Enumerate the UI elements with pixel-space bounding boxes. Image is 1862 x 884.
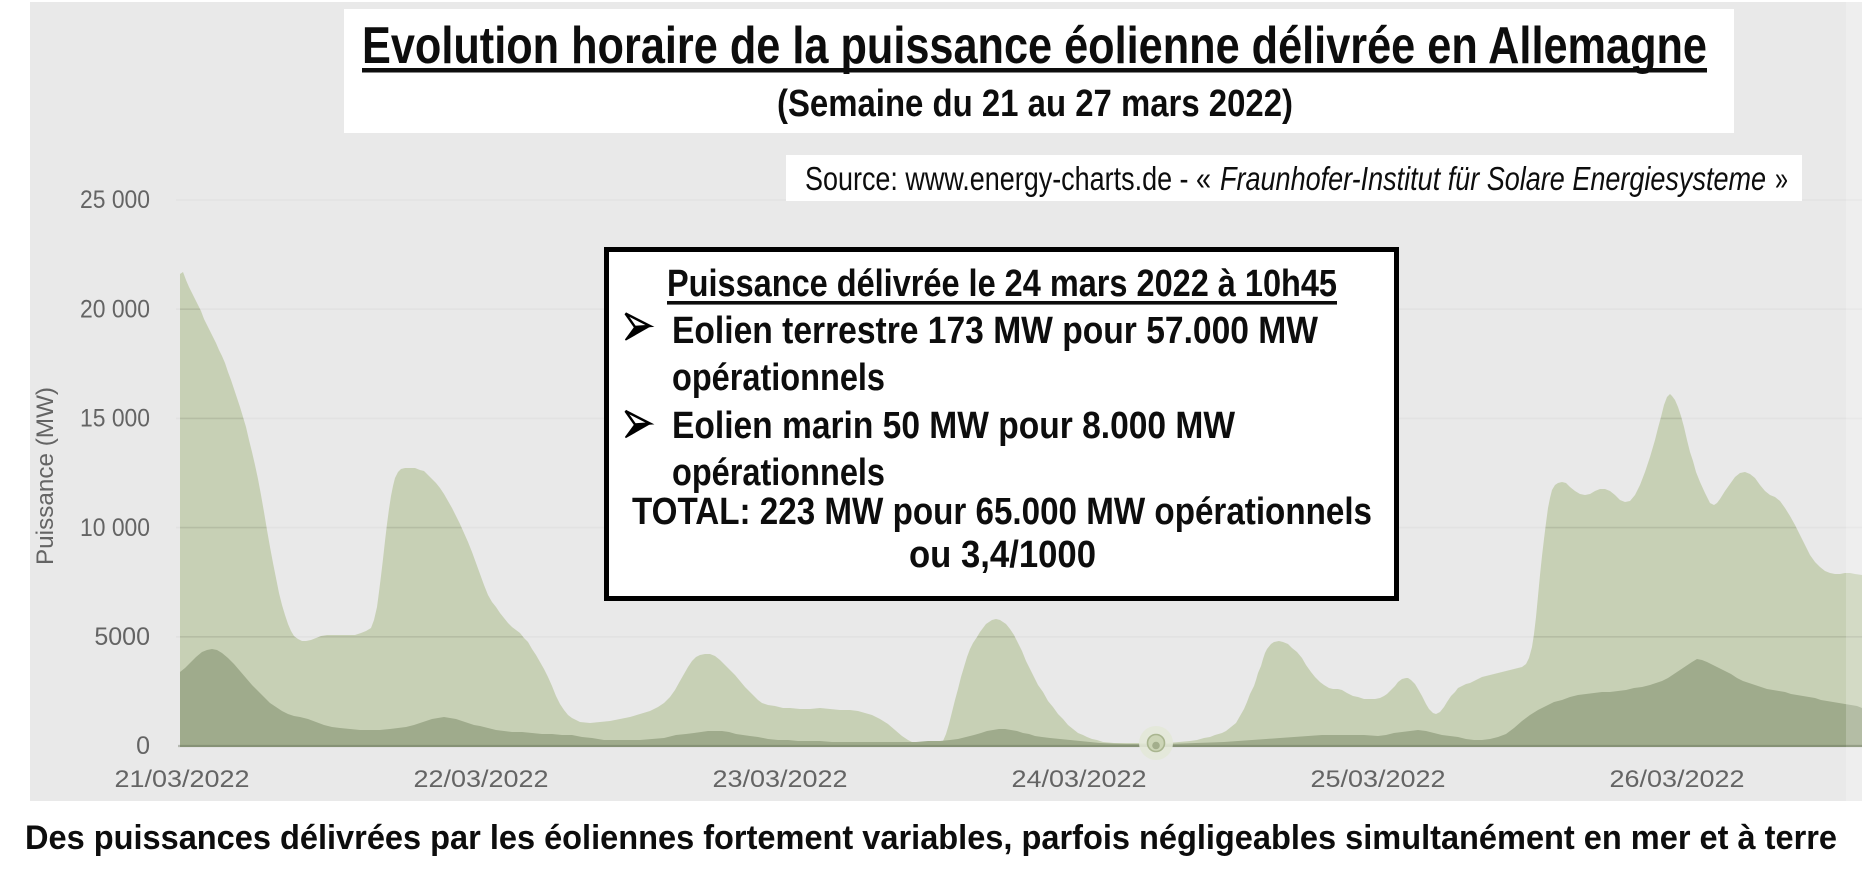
svg-text:5000: 5000 [94, 623, 150, 651]
svg-text:Des puissances délivrées par l: Des puissances délivrées par les éolienn… [25, 819, 1837, 857]
svg-text:ou 3,4/1000: ou 3,4/1000 [909, 534, 1096, 576]
svg-text:Source: www.energy-charts.de -: Source: www.energy-charts.de - « [805, 160, 1211, 197]
svg-text:Eolien terrestre 173 MW pour 5: Eolien terrestre 173 MW pour 57.000 MW [672, 310, 1318, 352]
svg-text:23/03/2022: 23/03/2022 [713, 766, 848, 793]
svg-text:opérationnels: opérationnels [672, 357, 885, 399]
svg-text:24/03/2022: 24/03/2022 [1012, 766, 1147, 793]
svg-text:Eolien marin 50 MW pour 8.000: Eolien marin 50 MW pour 8.000 MW [672, 405, 1235, 447]
svg-text:Fraunhofer-Institut für Solare: Fraunhofer-Institut für Solare Energiesy… [1220, 160, 1766, 197]
svg-text:(Semaine du 21 au 27 mars 2022: (Semaine du 21 au 27 mars 2022) [777, 83, 1293, 125]
svg-text:Evolution horaire de la puissa: Evolution horaire de la puissance éolien… [362, 17, 1707, 75]
svg-text:Puissance (MW): Puissance (MW) [32, 387, 59, 565]
svg-text:Puissance délivrée le 24 mars: Puissance délivrée le 24 mars 2022 à 10h… [667, 263, 1337, 305]
svg-text:0: 0 [136, 732, 150, 760]
svg-text:»: » [1775, 160, 1788, 197]
svg-text:25 000: 25 000 [80, 186, 150, 214]
svg-text:25/03/2022: 25/03/2022 [1311, 766, 1446, 793]
svg-text:15 000: 15 000 [80, 405, 150, 433]
svg-text:opérationnels: opérationnels [672, 452, 885, 494]
svg-text:26/03/2022: 26/03/2022 [1610, 766, 1745, 793]
svg-text:22/03/2022: 22/03/2022 [414, 766, 549, 793]
svg-text:20 000: 20 000 [80, 295, 150, 323]
svg-text:TOTAL: 223 MW pour 65.000 MW o: TOTAL: 223 MW pour 65.000 MW opérationne… [632, 491, 1372, 533]
svg-text:10 000: 10 000 [80, 514, 150, 542]
svg-text:21/03/2022: 21/03/2022 [115, 766, 250, 793]
